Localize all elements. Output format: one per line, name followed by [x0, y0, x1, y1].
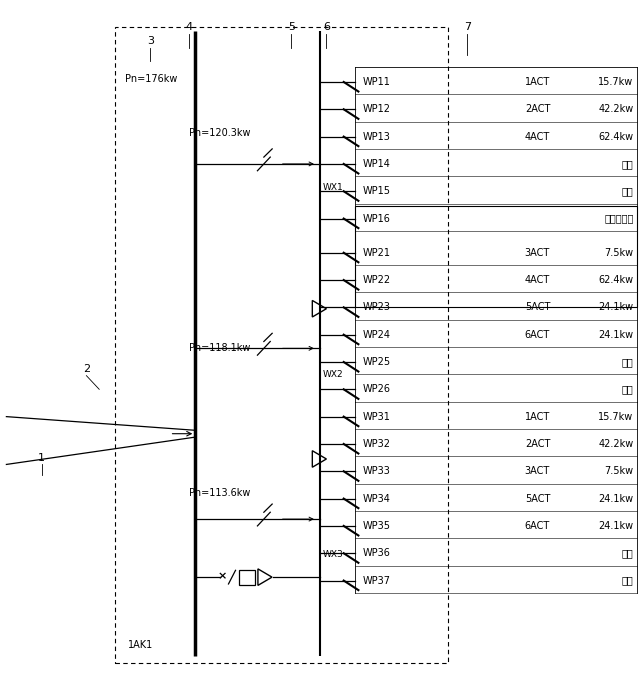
Text: WX1: WX1 [323, 183, 344, 193]
Text: WP32: WP32 [363, 439, 391, 449]
Text: 备用: 备用 [622, 186, 634, 196]
Text: 24.1kw: 24.1kw [598, 303, 634, 312]
Text: 7: 7 [463, 23, 471, 32]
Bar [115, 27, 448, 663]
Text: WP31: WP31 [363, 412, 391, 421]
Text: Pn=176kw: Pn=176kw [125, 74, 177, 83]
Text: 6ACT: 6ACT [525, 521, 550, 531]
Text: 15.7kw: 15.7kw [598, 412, 634, 421]
Text: WP23: WP23 [363, 303, 391, 312]
Text: WP14: WP14 [363, 159, 391, 169]
Text: 62.4kw: 62.4kw [598, 132, 634, 141]
Text: 24.1kw: 24.1kw [598, 521, 634, 531]
Bar [355, 206, 637, 307]
Text: WP21: WP21 [363, 248, 391, 257]
Text: 2ACT: 2ACT [525, 439, 550, 449]
Text: 1: 1 [38, 453, 45, 462]
Text: WX2: WX2 [323, 370, 344, 379]
Text: 4ACT: 4ACT [525, 132, 550, 141]
Text: WP13: WP13 [363, 132, 391, 141]
Text: 1AK1: 1AK1 [128, 641, 153, 650]
Text: 2ACT: 2ACT [525, 104, 550, 114]
Text: 24.1kw: 24.1kw [598, 330, 634, 339]
Text: 6: 6 [323, 23, 330, 32]
Text: 3: 3 [147, 36, 154, 46]
Text: 7.5kw: 7.5kw [604, 466, 634, 476]
Text: 1ACT: 1ACT [525, 77, 550, 87]
Text: WX3: WX3 [323, 550, 344, 559]
Text: 4ACT: 4ACT [525, 275, 550, 285]
Text: WP37: WP37 [363, 576, 391, 585]
Text: Pn=118.1kw: Pn=118.1kw [189, 344, 250, 353]
Text: 4: 4 [185, 23, 193, 32]
Bar [239, 570, 255, 585]
Text: WP12: WP12 [363, 104, 391, 114]
Text: 5ACT: 5ACT [525, 303, 550, 312]
Text: 6ACT: 6ACT [525, 330, 550, 339]
Text: 备用: 备用 [622, 357, 634, 367]
Text: WP22: WP22 [363, 275, 391, 285]
Text: 5ACT: 5ACT [525, 494, 550, 503]
Text: WP15: WP15 [363, 186, 391, 196]
Text: Pn=113.6kw: Pn=113.6kw [189, 488, 250, 498]
Text: 3ACT: 3ACT [525, 466, 550, 476]
Text: 7.5kw: 7.5kw [604, 248, 634, 257]
Text: WP33: WP33 [363, 466, 391, 476]
Text: WP16: WP16 [363, 214, 391, 223]
Text: WP34: WP34 [363, 494, 391, 503]
Text: 联络断路器: 联络断路器 [604, 214, 634, 223]
Text: 3ACT: 3ACT [525, 248, 550, 257]
Text: WP25: WP25 [363, 357, 391, 367]
Text: 备用: 备用 [622, 548, 634, 558]
Text: 15.7kw: 15.7kw [598, 77, 634, 87]
Text: WP35: WP35 [363, 521, 391, 531]
Text: 1ACT: 1ACT [525, 412, 550, 421]
Text: 42.2kw: 42.2kw [598, 439, 634, 449]
Text: Pn=120.3kw: Pn=120.3kw [189, 128, 250, 138]
Text: 5: 5 [288, 23, 294, 32]
Text: WP11: WP11 [363, 77, 391, 87]
Text: WP24: WP24 [363, 330, 391, 339]
Text: 备用: 备用 [622, 159, 634, 169]
Text: WP36: WP36 [363, 548, 391, 558]
Text: 2: 2 [83, 364, 90, 374]
Text: WP26: WP26 [363, 385, 391, 394]
Text: ×: × [218, 572, 227, 581]
Text: 42.2kw: 42.2kw [598, 104, 634, 114]
Text: 24.1kw: 24.1kw [598, 494, 634, 503]
Text: 备用: 备用 [622, 576, 634, 585]
Text: 备用: 备用 [622, 385, 634, 394]
Text: 62.4kw: 62.4kw [598, 275, 634, 285]
